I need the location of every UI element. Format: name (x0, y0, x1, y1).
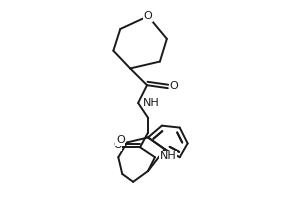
Text: O: O (169, 81, 178, 91)
Text: NH: NH (160, 151, 177, 161)
Text: O: O (116, 135, 125, 145)
Text: O: O (144, 11, 152, 21)
Text: NH: NH (143, 98, 160, 108)
Text: O: O (113, 140, 122, 150)
